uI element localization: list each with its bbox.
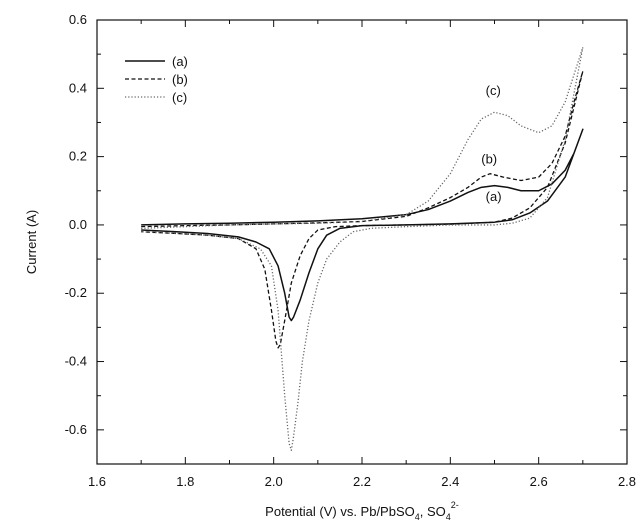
x-tick-label: 2.2: [353, 474, 371, 489]
x-tick-label: 1.6: [88, 474, 106, 489]
x-tick-label: 2.0: [265, 474, 283, 489]
axis-ticks: [96, 19, 628, 465]
series-line-a: [141, 128, 584, 322]
x-axis-label: Potential (V) vs. Pb/PbSO4, SO42-: [265, 500, 459, 522]
x-axis-label-mid: , SO: [420, 504, 446, 519]
legend-label-a: (a): [172, 54, 188, 69]
legend-label-b: (b): [172, 72, 188, 87]
series-group: [141, 46, 584, 451]
annotation-label: (c): [486, 83, 501, 98]
y-tick-label: 0.6: [69, 12, 87, 27]
y-tick-label: 0.4: [69, 80, 87, 95]
x-axis-label-main: Potential (V) vs. Pb/PbSO: [265, 504, 415, 519]
y-tick-label: -0.2: [65, 285, 87, 300]
x-axis-label-sup2: 2-: [451, 500, 459, 510]
legend-label-c: (c): [172, 90, 187, 105]
y-tick-label: -0.4: [65, 354, 87, 369]
x-tick-label: 2.4: [441, 474, 459, 489]
x-axis-label-sub2: 4: [446, 512, 451, 522]
y-axis-label: Current (A): [24, 210, 39, 274]
x-axis-label-sub1: 4: [415, 512, 420, 522]
tick-labels: 1.6 1.8 2.0 2.2 2.4 2.6 2.8 -0.6 -0.4 -0.2 0.0 0.2 0…: [65, 12, 636, 489]
y-tick-label: 0.0: [69, 217, 87, 232]
x-tick-label: 1.8: [176, 474, 194, 489]
annotation-label: (a): [486, 189, 502, 204]
x-tick-label: 2.6: [530, 474, 548, 489]
y-tick-label: -0.6: [65, 422, 87, 437]
y-tick-label: 0.2: [69, 149, 87, 164]
annotations: (c) (b) (a): [481, 83, 501, 204]
x-tick-label: 2.8: [618, 474, 636, 489]
series-line-b: [141, 70, 584, 349]
series-line-c: [141, 46, 584, 451]
annotation-label: (b): [481, 151, 497, 166]
legend: (a) (b) (c): [125, 54, 188, 105]
